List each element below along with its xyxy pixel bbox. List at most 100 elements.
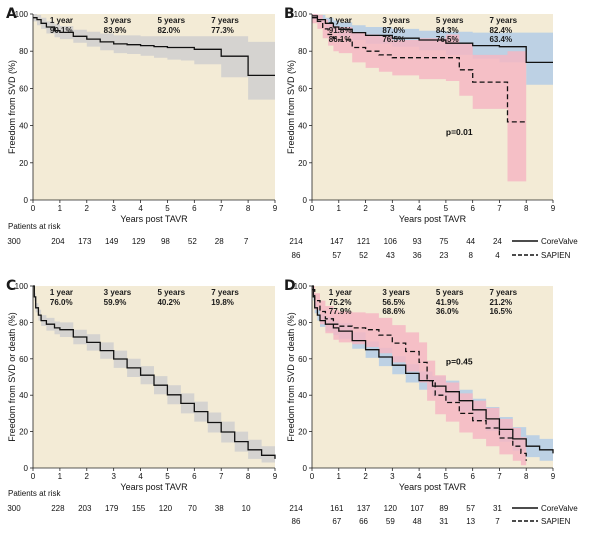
risk-count: 120 — [384, 504, 398, 513]
milestone-label: 1 year — [50, 288, 73, 297]
risk-count: 31 — [439, 517, 448, 526]
milestone-label: 7 years — [211, 288, 239, 297]
milestone-label: 3 years — [104, 16, 132, 25]
milestone-value: 41.9% — [436, 298, 459, 307]
x-tick-label: 7 — [497, 204, 502, 213]
y-tick-label: 40 — [298, 122, 307, 131]
milestone-value: 91.8% — [329, 26, 352, 35]
x-tick-label: 6 — [192, 472, 197, 481]
risk-count: 66 — [359, 517, 368, 526]
milestone-value: 63.4% — [489, 35, 512, 44]
risk-count: 31 — [493, 504, 502, 513]
milestone-value: 75.2% — [329, 298, 352, 307]
x-tick-label: 1 — [58, 204, 63, 213]
x-axis-label: Years post TAVR — [399, 482, 467, 492]
milestone-label: 5 years — [157, 16, 185, 25]
confidence-band — [33, 14, 275, 100]
milestone-label: 5 years — [436, 288, 464, 297]
risk-count: 7 — [244, 237, 249, 246]
x-tick-label: 3 — [390, 472, 395, 481]
milestone-label: 5 years — [436, 16, 464, 25]
milestone-value: 76.0% — [50, 298, 73, 307]
y-tick-label: 60 — [298, 84, 307, 93]
x-tick-label: 6 — [470, 204, 475, 213]
milestone-value: 84.3% — [436, 26, 459, 35]
risk-count: 179 — [105, 504, 119, 513]
y-tick-label: 0 — [303, 464, 308, 473]
milestone-value: 77.3% — [211, 26, 234, 35]
x-tick-label: 2 — [363, 472, 368, 481]
y-tick-label: 40 — [19, 391, 28, 400]
y-tick-label: 80 — [298, 47, 307, 56]
milestone-value: 90.1% — [50, 26, 73, 35]
risk-count: 129 — [132, 237, 146, 246]
risk-count: 86 — [292, 517, 301, 526]
risk-count: 228 — [51, 504, 65, 513]
milestone-label: 3 years — [382, 16, 410, 25]
milestone-label: 1 year — [50, 16, 73, 25]
milestone-value: 77.9% — [329, 307, 352, 316]
milestone-label: 3 years — [382, 288, 410, 297]
x-tick-label: 3 — [390, 204, 395, 213]
milestone-label: 5 years — [157, 288, 185, 297]
legend-label-sapien: SAPIEN — [541, 251, 571, 260]
x-tick-label: 7 — [497, 472, 502, 481]
y-axis-label: Freedom from SVD (%) — [286, 60, 296, 154]
x-tick-label: 4 — [417, 472, 422, 481]
risk-count: 121 — [357, 237, 371, 246]
legend-label-corevalve: CoreValve — [541, 504, 578, 513]
x-tick-label: 8 — [246, 472, 251, 481]
milestone-value: 83.9% — [104, 26, 127, 35]
milestone-value: 40.2% — [157, 298, 180, 307]
milestone-value: 19.8% — [211, 298, 234, 307]
risk-count: 98 — [161, 237, 170, 246]
x-tick-label: 8 — [246, 204, 251, 213]
survival-line-corevalve — [312, 285, 554, 454]
panel-letter: C — [6, 278, 16, 294]
risk-count: 43 — [386, 251, 395, 260]
y-tick-label: 80 — [298, 318, 307, 327]
risk-count: 52 — [359, 251, 368, 260]
panel-letter: A — [6, 6, 17, 22]
y-tick-label: 100 — [294, 10, 308, 19]
risk-count: 137 — [357, 504, 371, 513]
x-tick-label: 5 — [165, 472, 170, 481]
risk-count: 214 — [289, 237, 303, 246]
y-tick-label: 20 — [298, 159, 307, 168]
risk-count: 57 — [332, 251, 341, 260]
x-tick-label: 4 — [138, 472, 143, 481]
risk-count: 204 — [51, 237, 65, 246]
risk-count: 59 — [386, 517, 395, 526]
survival-line-corevalve — [312, 15, 553, 64]
x-tick-label: 1 — [58, 472, 63, 481]
x-tick-label: 9 — [273, 204, 278, 213]
milestone-value: 56.5% — [382, 298, 405, 307]
panel-letter: D — [284, 278, 296, 294]
milestone-value: 21.2% — [489, 298, 512, 307]
legend-label-sapien: SAPIEN — [541, 517, 571, 526]
x-tick-label: 1 — [337, 204, 342, 213]
risk-count: 10 — [242, 504, 251, 513]
legend-label-corevalve: CoreValve — [541, 237, 578, 246]
risk-count: 300 — [7, 504, 21, 513]
milestone-value: 87.0% — [382, 26, 405, 35]
survival-line-sapien — [312, 17, 527, 123]
risk-count: 89 — [439, 504, 448, 513]
risk-count: 70 — [188, 504, 197, 513]
milestone-value: 82.0% — [157, 26, 180, 35]
milestone-value: 86.1% — [329, 35, 352, 44]
y-tick-label: 0 — [24, 464, 29, 473]
y-tick-label: 20 — [19, 428, 28, 437]
milestone-label: 1 year — [329, 288, 352, 297]
p-value: p=0.45 — [446, 356, 473, 366]
y-tick-label: 80 — [19, 318, 28, 327]
x-tick-label: 6 — [192, 204, 197, 213]
x-tick-label: 5 — [444, 204, 449, 213]
confidence-band-sapien — [312, 14, 527, 182]
milestone-label: 1 year — [329, 16, 352, 25]
milestone-value: 76.5% — [436, 35, 459, 44]
x-tick-label: 6 — [470, 472, 475, 481]
